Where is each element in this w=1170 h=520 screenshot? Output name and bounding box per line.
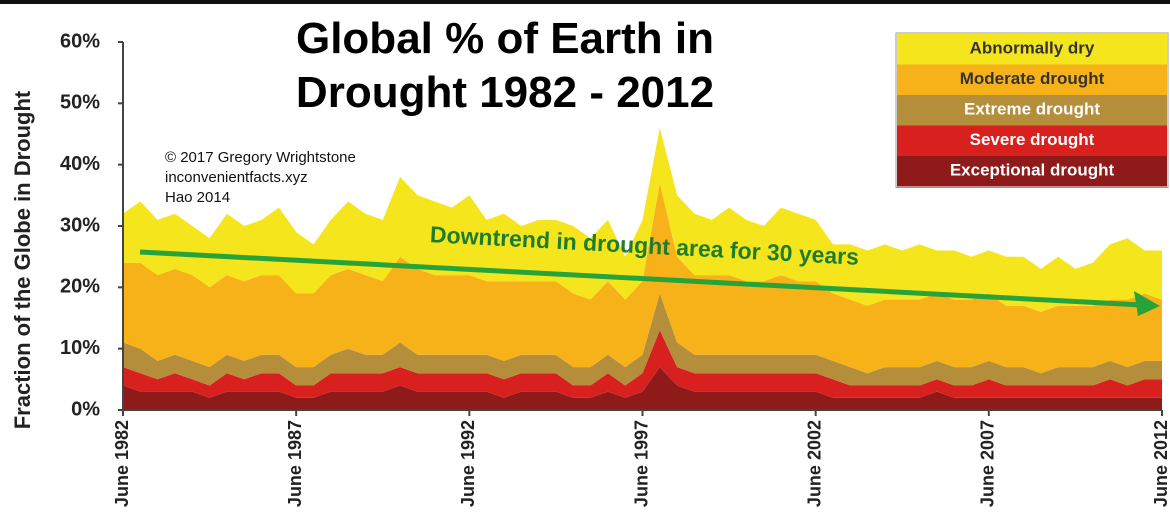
y-tick-label: 0% xyxy=(71,398,100,420)
y-tick-label: 10% xyxy=(60,337,100,359)
legend-label: Severe drought xyxy=(970,130,1095,149)
y-tick-label: 30% xyxy=(60,214,100,236)
legend-label: Exceptional drought xyxy=(950,161,1115,180)
area xyxy=(123,367,1162,410)
legend-label: Abnormally dry xyxy=(970,39,1095,58)
y-tick-label: 20% xyxy=(60,276,100,298)
legend-swatch xyxy=(897,125,1167,156)
y-tick-label: 40% xyxy=(60,153,100,175)
legend-swatch xyxy=(897,156,1167,187)
area xyxy=(123,183,1162,374)
arrow-head xyxy=(1134,291,1160,316)
x-tick-label: June 2007 xyxy=(978,420,998,507)
x-tick-label: June 2012 xyxy=(1151,420,1170,507)
chart-title: Global % of Earth in Drought 1982 - 2012 xyxy=(295,14,715,117)
y-tick-label: 50% xyxy=(60,92,100,114)
area xyxy=(123,293,1162,386)
y-axis-label: Fraction of the Globe in Drought xyxy=(10,90,35,429)
legend-label: Moderate drought xyxy=(960,69,1105,88)
legend-swatch xyxy=(897,34,1167,65)
trend-arrow xyxy=(139,249,1143,308)
x-tick-label: June 2002 xyxy=(804,420,824,507)
x-tick-label: June 1992 xyxy=(458,420,478,507)
x-tick-label: June 1982 xyxy=(112,420,132,507)
legend-label: Extreme drought xyxy=(964,100,1100,119)
top-band xyxy=(0,0,1170,4)
legend-swatch xyxy=(897,95,1167,126)
x-tick-label: June 1987 xyxy=(285,420,305,507)
credit: © 2017 Gregory Wrightstone xyxy=(165,149,356,166)
area xyxy=(123,330,1162,398)
y-tick-label: 60% xyxy=(60,30,100,52)
legend-swatch xyxy=(897,64,1167,95)
x-tick-label: June 1997 xyxy=(631,420,651,507)
credit: Hao 2014 xyxy=(165,189,230,206)
credit: inconvenientfacts.xyz xyxy=(165,169,308,186)
